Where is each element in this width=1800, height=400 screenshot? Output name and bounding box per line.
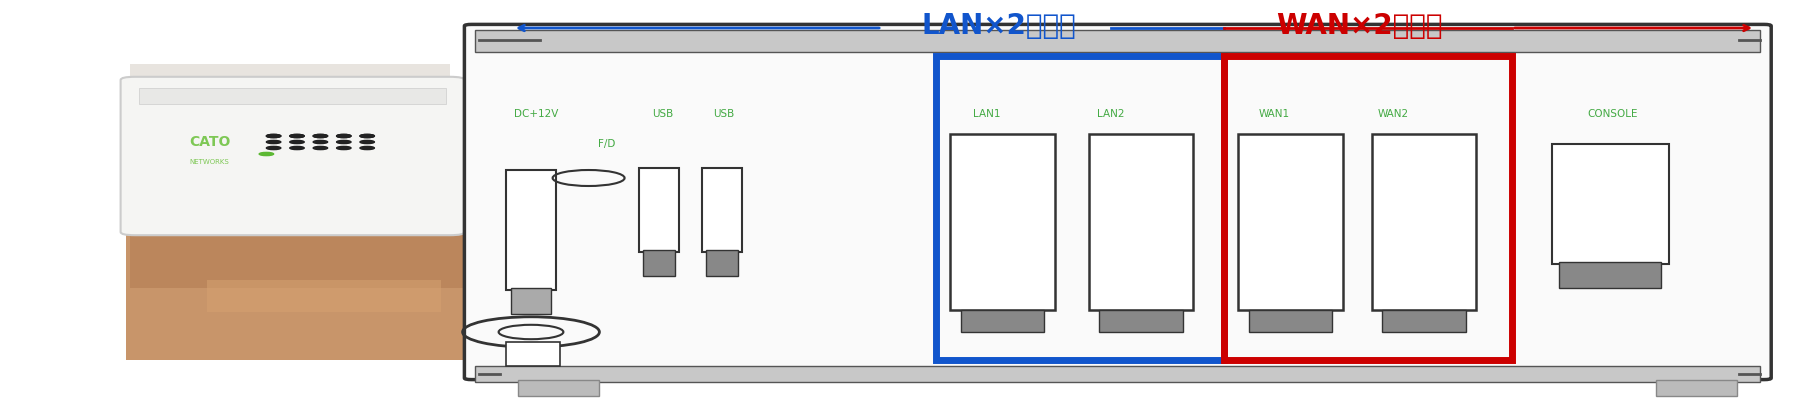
Bar — [511, 288, 551, 314]
Bar — [1559, 262, 1661, 288]
Circle shape — [290, 146, 304, 150]
Bar — [1238, 134, 1343, 310]
Circle shape — [337, 140, 351, 144]
Circle shape — [337, 134, 351, 138]
Circle shape — [266, 134, 281, 138]
Circle shape — [266, 134, 281, 138]
Circle shape — [290, 134, 304, 138]
Circle shape — [360, 134, 374, 138]
Bar — [139, 88, 446, 104]
Bar — [475, 366, 1760, 382]
Bar — [1224, 56, 1512, 360]
Text: WAN2: WAN2 — [1377, 109, 1409, 119]
Circle shape — [313, 146, 328, 150]
Bar — [475, 30, 1760, 52]
Text: WAN1: WAN1 — [1258, 109, 1291, 119]
Circle shape — [313, 134, 328, 138]
Bar — [506, 170, 556, 290]
Bar — [130, 64, 450, 352]
Text: CONSOLE: CONSOLE — [1588, 109, 1638, 119]
Circle shape — [360, 146, 374, 150]
Circle shape — [313, 134, 328, 138]
Bar — [950, 134, 1055, 310]
Text: DC+12V: DC+12V — [515, 109, 558, 119]
Bar — [1552, 144, 1669, 264]
FancyBboxPatch shape — [464, 24, 1771, 380]
Text: F/D: F/D — [598, 139, 616, 149]
Bar — [639, 168, 679, 252]
Circle shape — [313, 140, 328, 144]
Text: WAN×2ポート: WAN×2ポート — [1276, 12, 1442, 40]
Text: USB: USB — [652, 109, 673, 119]
Bar — [126, 224, 477, 360]
Circle shape — [360, 134, 374, 138]
Bar — [702, 168, 742, 252]
Bar — [1249, 310, 1332, 332]
Bar — [506, 342, 560, 366]
Circle shape — [290, 140, 304, 144]
Bar — [207, 280, 441, 312]
Circle shape — [266, 140, 281, 144]
Text: LAN1: LAN1 — [972, 109, 1001, 119]
Circle shape — [337, 134, 351, 138]
Circle shape — [360, 140, 374, 144]
Bar — [130, 224, 481, 288]
Circle shape — [259, 152, 274, 156]
Text: NETWORKS: NETWORKS — [189, 159, 229, 165]
Bar — [1656, 380, 1737, 396]
Bar — [706, 250, 738, 276]
Circle shape — [290, 134, 304, 138]
Bar — [936, 56, 1224, 360]
Bar — [1372, 134, 1476, 310]
Bar — [1100, 310, 1183, 332]
FancyBboxPatch shape — [121, 77, 464, 235]
Bar — [1382, 310, 1465, 332]
Bar — [518, 380, 599, 396]
Text: USB: USB — [713, 109, 734, 119]
Text: LAN2: LAN2 — [1096, 109, 1125, 119]
Text: CATO: CATO — [189, 135, 230, 149]
Circle shape — [337, 146, 351, 150]
Bar — [961, 310, 1044, 332]
Bar — [1089, 134, 1193, 310]
Text: LAN×2ポート: LAN×2ポート — [922, 12, 1076, 40]
Circle shape — [266, 146, 281, 150]
Bar — [643, 250, 675, 276]
